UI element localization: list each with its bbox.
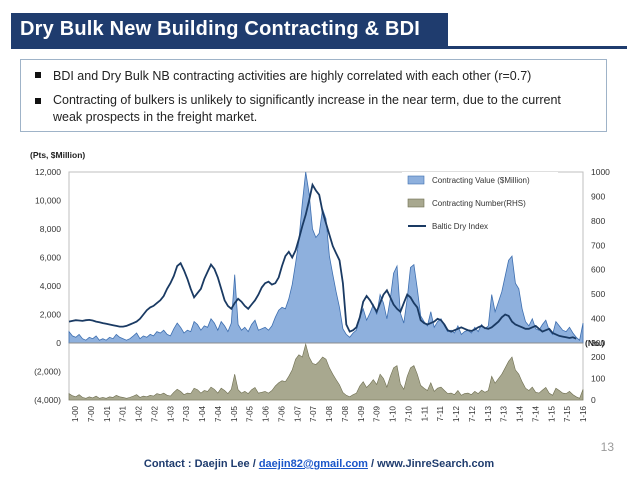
x-tick-label: 7-05: [246, 405, 255, 422]
x-tick-label: 1-04: [198, 405, 207, 422]
x-tick-label: 1-15: [547, 405, 556, 422]
x-tick-label: 1-07: [293, 405, 302, 422]
page-title: Dry Bulk New Building Contracting & BDI: [11, 13, 448, 46]
x-tick-label: 7-06: [277, 405, 286, 422]
key-points-box: BDI and Dry Bulk NB contracting activiti…: [20, 59, 607, 132]
x-tick-label: 1-13: [484, 405, 493, 422]
bullet-text: Contracting of bulkers is unlikely to si…: [53, 93, 561, 124]
x-tick-label: 1-14: [516, 405, 525, 422]
left-tick-label: (2,000): [34, 367, 61, 377]
right-axis-label: (No.): [585, 338, 605, 348]
x-tick-label: 1-10: [389, 405, 398, 422]
left-tick-label: 6,000: [40, 253, 62, 263]
right-tick-label: 900: [591, 191, 605, 201]
x-tick-label: 1-02: [135, 405, 144, 422]
left-tick-label: 4,000: [40, 281, 62, 291]
page-number: 13: [600, 440, 614, 454]
legend-number-label: Contracting Number(RHS): [432, 199, 526, 208]
right-tick-label: 300: [591, 338, 605, 348]
x-tick-label: 1-08: [325, 405, 334, 422]
x-tick-label: 1-11: [420, 405, 429, 421]
x-tick-label: 7-07: [309, 405, 318, 422]
right-tick-label: 700: [591, 240, 605, 250]
left-tick-label: (4,000): [34, 395, 61, 405]
footer-contact: Contact : Daejin Lee / daejin82@gmail.co…: [0, 458, 638, 470]
x-tick-label: 7-09: [373, 405, 382, 422]
footer-prefix: Contact : Daejin Lee /: [143, 458, 259, 470]
left-tick-label: 8,000: [40, 224, 62, 234]
x-tick-label: 7-08: [341, 405, 350, 422]
x-tick-label: 7-11: [436, 405, 445, 421]
footer-suffix: / www.JinreSearch.com: [367, 458, 495, 470]
x-tick-label: 7-10: [404, 405, 413, 422]
left-tick-label: 10,000: [35, 196, 61, 206]
legend-box: [402, 172, 558, 234]
left-tick-label: 0: [56, 338, 61, 348]
right-tick-label: 600: [591, 265, 605, 275]
right-tick-label: 1000: [591, 167, 610, 177]
footer-email-link[interactable]: daejin82@gmail.com: [258, 458, 368, 470]
x-tick-label: 7-15: [563, 405, 572, 422]
bullet-square-icon: [35, 98, 41, 104]
contracting-bdi-chart: 12,000 10,000 8,000 6,000 4,000 2,000 0 (2,000)…: [30, 150, 610, 422]
legend-value-label: Contracting Value ($Million): [432, 176, 530, 185]
right-tick-label: 100: [591, 374, 605, 384]
x-tick-label: 7-01: [119, 405, 128, 422]
x-tick-label: 1-03: [166, 405, 175, 422]
legend-value-swatch: [407, 175, 425, 185]
x-tick-label: 7-02: [150, 405, 159, 422]
x-tick-label: 1-12: [452, 405, 461, 422]
title-divider: [11, 46, 627, 49]
right-tick-label: 500: [591, 289, 605, 299]
bullet-square-icon: [35, 72, 41, 78]
x-tick-label: 7-13: [500, 405, 509, 422]
x-tick-label: 1-01: [103, 405, 112, 422]
x-tick-label: 7-03: [182, 405, 191, 422]
legend-number-swatch: [407, 198, 425, 208]
contracting-value-area: [68, 171, 584, 344]
x-tick-label: 7-00: [87, 405, 96, 422]
x-tick-label: 7-12: [468, 405, 477, 422]
x-tick-label: 7-04: [214, 405, 223, 422]
right-tick-label: 200: [591, 352, 605, 362]
x-tick-label: 1-05: [230, 405, 239, 422]
bullet-text: BDI and Dry Bulk NB contracting activiti…: [53, 69, 532, 83]
x-tick-label: 1-06: [262, 405, 271, 422]
right-tick-label: 800: [591, 216, 605, 226]
left-axis-label: (Pts, $Million): [30, 150, 85, 160]
x-tick-label: 1-09: [357, 405, 366, 422]
x-tick-label: 1-00: [71, 405, 80, 422]
bullet-item: BDI and Dry Bulk NB contracting activiti…: [35, 68, 531, 85]
bullet-item: Contracting of bulkers is unlikely to si…: [35, 92, 595, 126]
left-tick-label: 2,000: [40, 310, 62, 320]
x-tick-label: 1-16: [579, 405, 588, 422]
right-tick-label: 400: [591, 314, 605, 324]
contracting-number-area: [68, 342, 584, 401]
bdi-line: [68, 182, 577, 340]
right-tick-label: 0: [591, 395, 596, 405]
legend-bdi-label: Baltic Dry Index: [432, 222, 488, 231]
x-tick-label: 7-14: [531, 405, 540, 422]
left-tick-label: 12,000: [35, 167, 61, 177]
